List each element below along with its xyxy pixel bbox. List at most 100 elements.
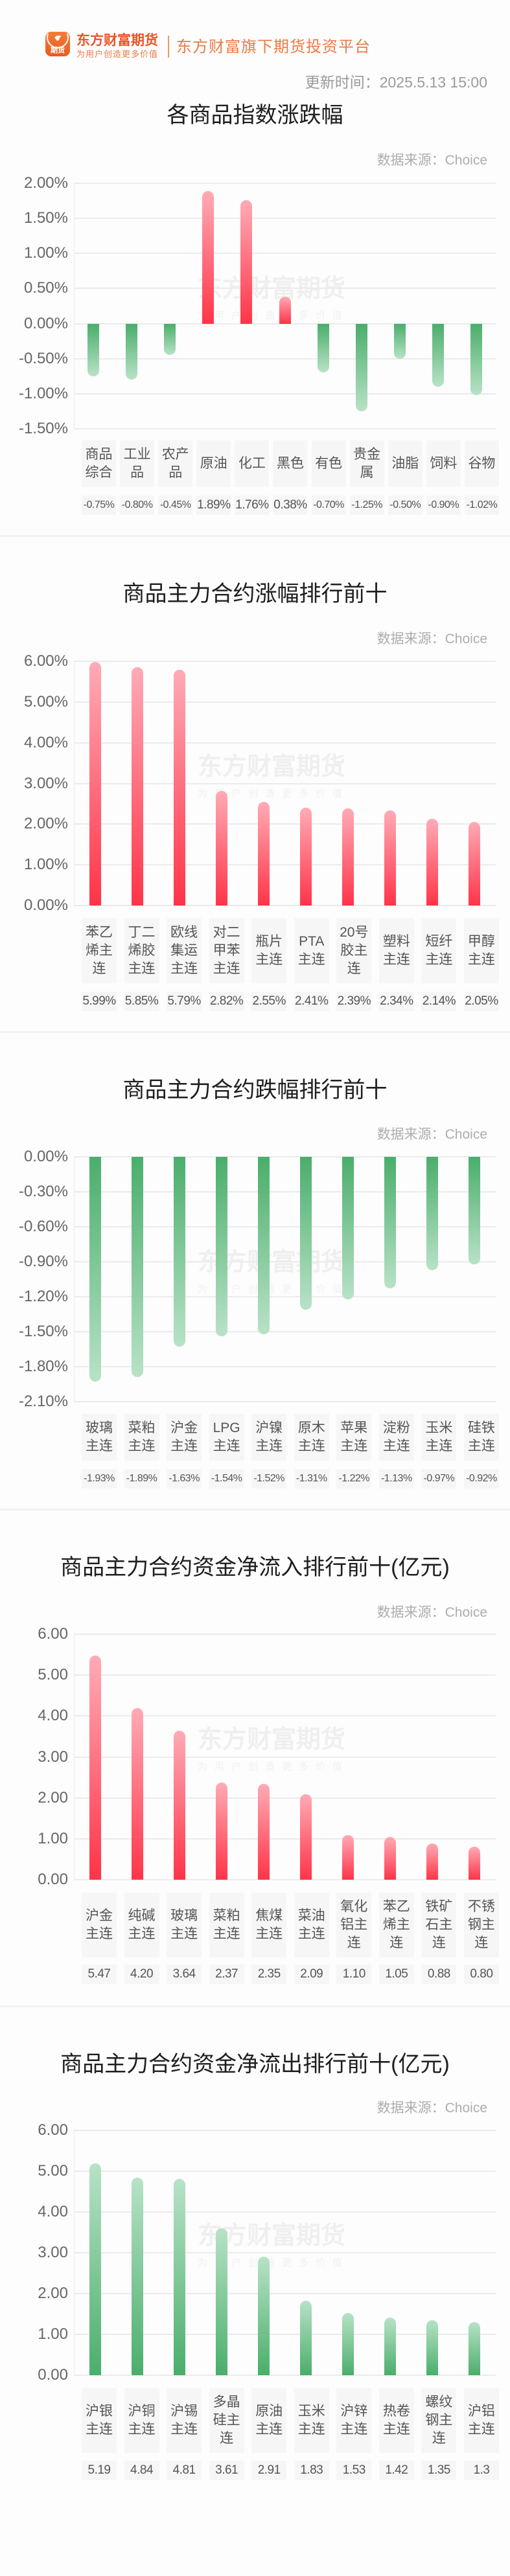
bar [384, 2317, 397, 2375]
bar [426, 2320, 439, 2375]
category-label-cell: 沪镍主连 [251, 1414, 287, 1461]
gridlines: 6.00% 5.00% 4.00% 3.00% 2.00% 1.00% 0.00% [24, 652, 496, 914]
category-label-cell: 玻璃主连 [167, 1893, 202, 1957]
bar [87, 323, 99, 376]
gridline [74, 2211, 496, 2213]
section-divider [0, 1509, 510, 1510]
data-source-label: 数据来源：Choice [377, 632, 487, 646]
chart-title: 商品主力合约跌幅排行前十 [122, 1078, 388, 1102]
gridline [74, 782, 496, 784]
watermark-subtitle: 为用户创造更多价值 [198, 2257, 350, 2268]
gridline [74, 428, 496, 429]
category-label: 沪铜主连 [128, 2404, 156, 2437]
gridline [74, 1797, 496, 1799]
watermark-title: 东方财富期货 [198, 753, 346, 781]
bar [163, 323, 176, 356]
gridline [74, 1838, 496, 1840]
value-label-row: -1.93% -1.89% -1.63% -1.54% -1.52% -1.31% -1.2… [82, 1469, 499, 1488]
gridline [74, 905, 496, 906]
chart-title: 商品主力合约涨幅排行前十 [122, 582, 388, 606]
y-tick-label: 6.00% [23, 652, 68, 670]
gridline [74, 1674, 496, 1676]
category-label: 苯乙烯主连 [382, 1899, 410, 1950]
section-divider [0, 535, 510, 537]
value-label: -0.80% [120, 496, 155, 515]
category-label: 原油 [200, 456, 227, 471]
bar [131, 2178, 143, 2375]
category-label: 热卷主连 [382, 2404, 410, 2437]
bar [173, 670, 185, 906]
category-label: 玻璃主连 [170, 1908, 198, 1941]
category-label-cell: 苹果主连 [336, 1414, 372, 1461]
category-label-cell: 苯乙烯主连 [378, 1893, 414, 1957]
category-label: 短纤主连 [425, 934, 453, 967]
platform-tagline: 东方财富旗下期货投资平台 [176, 38, 371, 56]
y-tick-label: 4.00 [38, 1707, 68, 1725]
bar [469, 1157, 481, 1264]
category-label-cell: 原油 [196, 440, 231, 487]
data-source-label: 数据来源：Choice [377, 1605, 487, 1620]
logo-icon: 期货 [45, 32, 70, 56]
category-label-cell: 欧线集运主连 [167, 918, 202, 983]
category-label-cell: 沪铝主连 [463, 2388, 499, 2453]
category-label-cell: 沪锡主连 [167, 2388, 202, 2453]
category-label: PTA主连 [297, 934, 325, 967]
value-label: 2.09 [294, 1965, 329, 1984]
bar [342, 808, 354, 906]
category-label: 沪银主连 [86, 2404, 113, 2437]
category-label-cell: 沪银主连 [82, 2388, 117, 2453]
gridline [74, 2293, 496, 2294]
update-time-value: 2025.5.13 15:00 [379, 74, 487, 91]
brand-slogan: 为用户创造更多价值 [76, 49, 159, 59]
gridline [74, 2130, 496, 2131]
category-label-row: 商品综合 工业品 农产品 原油 化工 黑色 有色 贵金属 油脂 饲料 谷物 [82, 440, 499, 487]
category-label-cell: 菜粕主连 [124, 1414, 159, 1461]
value-label: -0.50% [388, 496, 423, 515]
brand-name: 东方财富期货 [76, 33, 158, 48]
y-tick-label: 1.00 [38, 1829, 68, 1847]
value-label: -0.45% [158, 496, 193, 515]
value-label: -1.63% [167, 1469, 202, 1488]
y-tick-label: 6.00 [38, 1625, 68, 1643]
bars [74, 1157, 496, 1402]
bar [426, 818, 439, 906]
category-label: 多晶硅主连 [213, 2395, 240, 2446]
y-tick-label: 1.00% [23, 244, 68, 262]
gridline [74, 1296, 496, 1297]
value-label: -1.13% [378, 1469, 414, 1488]
gridline [74, 2171, 496, 2172]
value-label: 4.20 [124, 1965, 159, 1984]
category-label-cell: 工业品 [120, 440, 155, 487]
category-label-cell: PTA主连 [294, 918, 329, 983]
gridline [74, 358, 496, 359]
category-label: 谷物 [468, 456, 496, 471]
category-label-cell: 沪锌主连 [336, 2388, 372, 2453]
category-label-cell: 甲醇主连 [463, 918, 499, 983]
value-label-row: 5.47 4.20 3.64 2.37 2.35 2.09 1.10 1.05 0.88 0.80 [82, 1965, 499, 1984]
category-label: 饲料 [430, 456, 458, 471]
y-tick-label: -0.30% [18, 1183, 68, 1200]
value-label: 3.61 [209, 2461, 244, 2480]
category-label: 硅铁主连 [467, 1420, 495, 1453]
value-label: 5.19 [82, 2461, 117, 2480]
gridline [74, 1366, 496, 1367]
category-label: 原木主连 [297, 1420, 325, 1453]
y-tick-label: 3.00 [38, 2244, 68, 2261]
category-label-cell: 铁矿石主连 [421, 1893, 457, 1957]
gridline [74, 1715, 496, 1717]
value-label: 1.3 [463, 2461, 499, 2480]
category-label-cell: 塑料主连 [378, 918, 414, 983]
y-tick-label: 2.00 [38, 1788, 68, 1807]
y-tick-label: 6.00 [38, 2121, 68, 2139]
category-label-cell: 原木主连 [294, 1414, 329, 1461]
bar [426, 1157, 439, 1270]
bar [432, 323, 445, 387]
logo-icon-text: 期货 [51, 47, 65, 54]
category-label-cell: LPG主连 [209, 1414, 244, 1461]
value-label: 0.38% [273, 496, 308, 515]
value-label: 5.47 [82, 1965, 117, 1984]
bar [257, 1783, 270, 1880]
y-tick-label: 1.50% [23, 209, 68, 227]
bar [384, 1836, 397, 1880]
value-label: 2.35 [251, 1965, 287, 1984]
